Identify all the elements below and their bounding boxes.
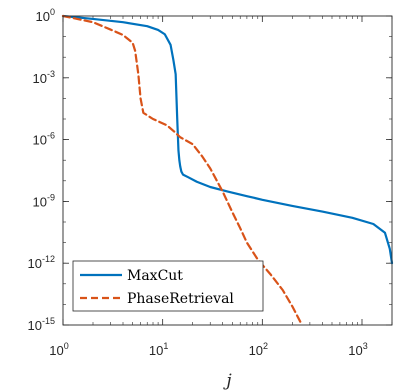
y-tick-labels: 100 10-3 10-6 10-9 10-12 10-15 (28, 7, 55, 333)
x-tick-label: 102 (249, 341, 268, 358)
series-line-maxcut (61, 14, 394, 265)
x-tick-label: 103 (348, 341, 367, 358)
series-line-phaseretrieval (61, 14, 304, 327)
x-tick-labels: 100 101 102 103 (49, 341, 367, 358)
series-layer (61, 14, 394, 327)
legend-label-phaseretrieval: PhaseRetrieval (127, 291, 234, 307)
plot-frame (62, 15, 393, 326)
x-tick-label: 100 (49, 341, 68, 358)
legend-box (72, 260, 264, 312)
y-tick-label: 100 (36, 7, 55, 24)
y-tick-label: 10-3 (33, 69, 55, 86)
legend: MaxCut PhaseRetrieval (72, 260, 264, 312)
x-axis-label: j (222, 371, 232, 390)
y-tick-label: 10-6 (33, 131, 55, 148)
legend-label-maxcut: MaxCut (127, 268, 183, 284)
y-tick-label: 10-12 (28, 254, 55, 271)
y-tick-label: 10-9 (33, 192, 55, 209)
y-tick-label: 10-15 (28, 316, 55, 333)
x-tick-label: 101 (149, 341, 168, 358)
